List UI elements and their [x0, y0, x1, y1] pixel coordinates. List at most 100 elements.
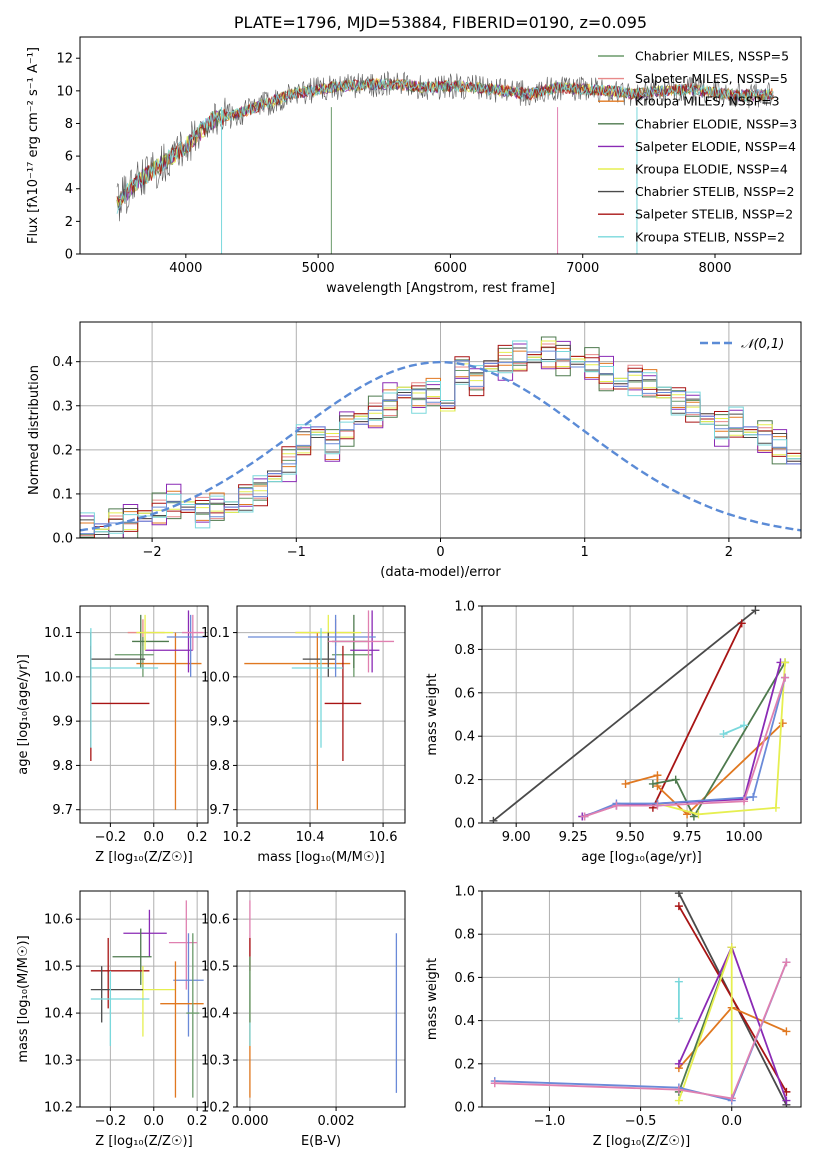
y-tick-label: 9.7 [52, 803, 73, 818]
plot-area [489, 606, 790, 823]
y-tick-label: 9.9 [52, 715, 73, 730]
x-axis-label: wavelength [Angstrom, rest frame] [326, 281, 555, 296]
y-tick-label: 0.3 [52, 399, 73, 414]
plot-area [90, 610, 206, 810]
x-tick-label: −0.2 [95, 1114, 127, 1129]
weight-point [648, 779, 657, 788]
x-tick-label: −0.2 [95, 830, 127, 845]
y-tick-label: 0.2 [454, 773, 475, 788]
weight-series [492, 609, 756, 822]
y-tick-label: 10.1 [44, 626, 73, 641]
plot-area [244, 610, 395, 810]
x-tick-label: 7000 [566, 261, 599, 276]
weight-point [778, 719, 787, 728]
y-tick-label: 8 [65, 117, 73, 132]
y-tick-label: 9.8 [52, 759, 73, 774]
panel-8: −1.0 −0.5 0.0 0.0 0.2 0.4 0.6 0.8 1.0 Z [log₁₀(Z/… [425, 885, 802, 1149]
x-tick-label: 0.2 [187, 1114, 208, 1129]
axes-frame [79, 605, 209, 824]
axes-frame [236, 890, 406, 1108]
x-axis-label: E(B-V) [301, 1134, 341, 1149]
weight-point [782, 1027, 791, 1036]
histogram-series [80, 350, 801, 535]
y-tick-label: 2 [65, 215, 73, 230]
y-tick-label: 10.2 [44, 1101, 73, 1116]
weight-point [740, 797, 749, 806]
x-tick-label: 10.00 [725, 830, 762, 845]
y-tick-label: 0.2 [454, 1057, 475, 1072]
histogram-series [80, 340, 801, 534]
axes-frame [236, 605, 406, 824]
x-tick-label: 9.50 [616, 830, 645, 845]
legend-label: Salpeter STELIB, NSSP=2 [635, 207, 793, 222]
weight-point [653, 771, 662, 780]
weight-point [489, 816, 498, 823]
weight-series [652, 661, 786, 819]
weight-series [582, 662, 782, 818]
y-tick-label: 10.5 [201, 960, 230, 975]
x-axis-label: (data-model)/error [380, 565, 501, 580]
y-tick-label: 0.0 [454, 1101, 475, 1116]
panel-5: 9.00 9.25 9.50 9.75 10.00 0.0 0.2 0.4 0.6 0.8 1.0 a… [425, 600, 802, 865]
legend-label: Kroupa MILES, NSSP=3 [635, 94, 780, 109]
weight-point [694, 810, 703, 819]
legend-label: Chabrier STELIB, NSSP=2 [635, 184, 795, 199]
weight-point [674, 902, 683, 911]
weight-point [751, 606, 760, 615]
weight-point [490, 1079, 499, 1088]
weight-series [678, 905, 788, 1093]
weight-series [678, 946, 733, 1101]
weight-point [671, 775, 680, 784]
legend: Chabrier MILES, NSSP=5 Salpeter MILES, NS… [598, 49, 797, 244]
weight-series [584, 677, 786, 818]
x-tick-label: 9.00 [502, 830, 531, 845]
weight-point [727, 943, 736, 952]
x-tick-label: 0.0 [721, 1114, 742, 1129]
y-tick-label: 10.4 [201, 1007, 230, 1022]
weight-point [782, 1096, 791, 1105]
y-tick-label: 0.6 [454, 971, 475, 986]
legend-label: Kroupa ELODIE, NSSP=4 [635, 162, 788, 177]
legend-label: Kroupa STELIB, NSSP=2 [635, 229, 785, 244]
x-tick-label: −1 [287, 545, 306, 560]
weight-point [727, 1094, 736, 1103]
y-tick-label: 10 [56, 84, 73, 99]
y-tick-label: 0.8 [454, 643, 475, 658]
x-tick-label: 0.2 [187, 830, 208, 845]
panel-6: −0.2 0.0 0.2 10.2 10.3 10.4 10.5 10.6 Z [log₁₀(Z… [16, 890, 209, 1149]
weight-point [674, 1059, 683, 1068]
weight-point [740, 721, 749, 730]
weight-point [782, 958, 791, 967]
weight-series [678, 1006, 787, 1069]
histogram-series [80, 340, 801, 538]
legend-label: Salpeter MILES, NSSP=5 [635, 71, 788, 86]
histogram-series [80, 340, 801, 538]
y-tick-label: 10.6 [44, 913, 73, 928]
axes-frame [79, 890, 209, 1108]
x-axis-label: Z [log₁₀(Z/Z☉)] [95, 1134, 192, 1149]
y-tick-label: 10.1 [201, 626, 230, 641]
x-axis-label: Z [log₁₀(Z/Z☉)] [95, 850, 192, 865]
y-tick-label: 6 [65, 150, 73, 165]
axes-frame [481, 605, 802, 824]
x-tick-label: 2 [725, 545, 733, 560]
chart-title: PLATE=1796, MJD=53884, FIBERID=0190, z=0… [234, 13, 647, 32]
weight-point [719, 730, 728, 739]
x-axis-label: age [log₁₀(age/yr)] [581, 850, 702, 865]
x-axis-label: mass [log₁₀(M/M☉)] [257, 850, 384, 865]
x-tick-label: 0.000 [231, 1114, 268, 1129]
y-tick-label: 10.3 [201, 1054, 230, 1069]
plot-area [80, 336, 801, 538]
axes-frame [481, 890, 802, 1108]
x-tick-label: 10.2 [223, 830, 252, 845]
y-tick-label: 10.3 [44, 1054, 73, 1069]
y-tick-label: 0.4 [454, 730, 475, 745]
x-tick-label: 10.6 [369, 830, 398, 845]
panel-1: 4000 5000 6000 7000 8000 0 2 4 6 8 10 12 wavelength … [26, 13, 802, 296]
panel-7: 0.000 0.002 10.2 10.3 10.4 10.5 10.6 E(B-V) [201, 890, 406, 1149]
weight-point [737, 619, 746, 628]
y-tick-label: 10.6 [201, 913, 230, 928]
y-tick-label: 0.0 [454, 817, 475, 832]
x-tick-label: 9.25 [559, 830, 588, 845]
